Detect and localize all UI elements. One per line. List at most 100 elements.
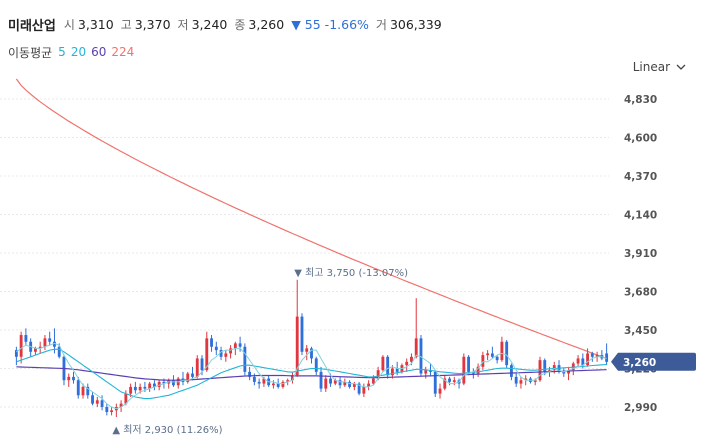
candle-body [162, 381, 166, 384]
candle-body [72, 376, 75, 381]
candle-body [567, 370, 570, 374]
candle-body [243, 346, 247, 372]
high-annotation: ▼ 최고 3,750 (-13.07%) [294, 267, 408, 279]
candle-body [286, 380, 290, 382]
candle-body [129, 386, 133, 394]
candle-body [495, 356, 499, 361]
candle-body [48, 338, 52, 342]
y-tick-label: 4,370 [624, 171, 657, 183]
candle-body [462, 356, 466, 384]
candle-body [371, 378, 375, 384]
candle-body [252, 376, 256, 382]
high-label: 고 [120, 17, 132, 32]
candle-body [357, 383, 361, 394]
candle-body [81, 386, 85, 396]
candle-body [548, 370, 551, 372]
price-summary: 미래산업 시 3,310 고 3,370 저 3,240 종 3,260 ▼ 5… [8, 14, 449, 34]
candle-body [314, 358, 318, 372]
candle-body [210, 338, 213, 347]
candle-body [233, 343, 237, 349]
ma-period-5: 5 [58, 45, 66, 59]
candle-body [119, 403, 123, 407]
y-tick-label: 3,680 [624, 287, 657, 299]
candle-body [376, 370, 380, 379]
grid-lines [0, 98, 609, 408]
ma224-line [15, 78, 607, 360]
candle-body [414, 338, 418, 357]
candle-body [14, 350, 18, 357]
y-tick-label: 4,600 [624, 133, 657, 145]
open-value: 3,310 [77, 16, 114, 32]
candle-body [229, 348, 233, 354]
candle-body [481, 355, 485, 367]
candle-body [53, 341, 56, 347]
candle-body [24, 335, 28, 342]
candle-body [605, 353, 609, 362]
candle-body [281, 381, 285, 387]
candle-body [533, 380, 537, 382]
candle-body [338, 380, 342, 386]
candle-body [205, 338, 209, 371]
candle-body [105, 407, 109, 413]
candle-body [476, 366, 480, 374]
high-value: 3,370 [134, 16, 171, 32]
candle-body [348, 381, 352, 387]
y-tick-label: 4,140 [624, 210, 657, 222]
candle-body [276, 383, 280, 387]
ma60-line [16, 366, 607, 381]
candle-body [67, 376, 71, 381]
candle-body [238, 343, 242, 347]
candle-body [433, 371, 437, 394]
ma-period-20: 20 [70, 45, 87, 59]
volume-value: 306,339 [389, 16, 442, 32]
candle-body [95, 400, 99, 404]
candle-body [395, 368, 399, 372]
open-label: 시 [63, 17, 75, 32]
candle-body [33, 348, 37, 352]
candle-body [214, 346, 218, 351]
candle-body [300, 316, 304, 352]
scale-selector-label: Linear [632, 60, 670, 74]
candle-body [424, 370, 428, 374]
candle-body [319, 371, 323, 389]
candle-body [505, 341, 509, 366]
candle-body [443, 378, 447, 389]
low-annotation: ▲ 최저 2,930 (11.26%) [112, 424, 222, 436]
candle-body [552, 365, 556, 371]
close-value: 3,260 [248, 16, 285, 32]
candle-body [224, 353, 228, 357]
candle-body [248, 371, 252, 377]
candle-body [486, 353, 490, 356]
candle-body [343, 381, 347, 386]
candle-body [524, 378, 528, 381]
candle-body [38, 346, 42, 349]
candle-body [262, 378, 266, 384]
candle-body [419, 338, 423, 374]
candle-body [257, 381, 261, 384]
y-tick-label: 2,990 [624, 402, 657, 414]
y-tick-label: 4,830 [624, 94, 657, 106]
candle-body [595, 355, 599, 357]
ma224-path [15, 78, 607, 360]
candle-body [124, 393, 128, 404]
chevron-down-icon [676, 64, 686, 70]
candle-body [438, 388, 442, 394]
close-label: 종 [234, 17, 246, 32]
candle-body [186, 373, 190, 382]
candle-body [57, 346, 61, 357]
candle-body [490, 353, 494, 357]
candle-body [362, 386, 366, 394]
candles [14, 279, 609, 418]
candle-body [310, 348, 313, 359]
candle-body [410, 356, 413, 362]
ma-period-60: 60 [91, 45, 107, 59]
stock-name: 미래산업 [8, 18, 56, 34]
y-tick-label: 3,910 [624, 248, 657, 260]
y-tick-label: 3,450 [624, 325, 657, 337]
ma-legend-label: 이동평균 [8, 45, 53, 60]
candle-body [467, 356, 471, 372]
low-label: 저 [177, 17, 189, 32]
candle-body [195, 358, 199, 377]
scale-selector[interactable]: Linear [633, 58, 686, 76]
candle-body [43, 338, 47, 347]
